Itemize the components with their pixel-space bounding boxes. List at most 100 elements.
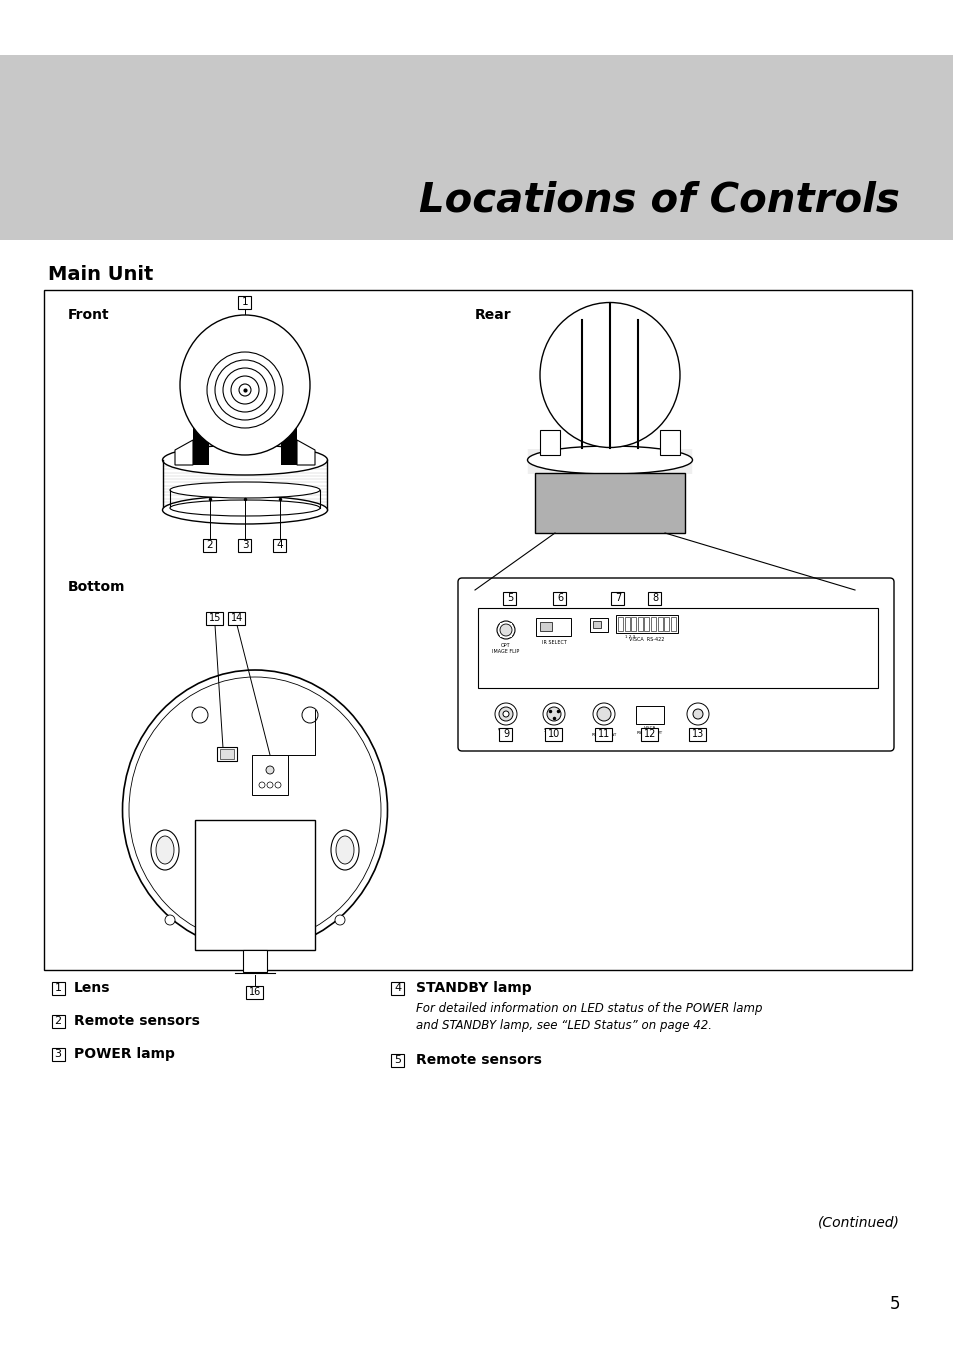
Text: 11: 11 xyxy=(598,729,610,738)
Text: 3: 3 xyxy=(241,540,248,549)
Circle shape xyxy=(165,915,174,925)
Text: 2: 2 xyxy=(54,1017,62,1026)
Text: 16: 16 xyxy=(249,987,261,998)
Bar xyxy=(44,290,911,971)
Ellipse shape xyxy=(162,446,327,475)
Bar xyxy=(238,539,252,552)
Bar xyxy=(274,539,286,552)
Bar xyxy=(499,728,512,741)
Bar xyxy=(206,612,223,625)
Text: Front: Front xyxy=(68,308,110,323)
Text: 7: 7 xyxy=(615,593,620,603)
Text: 10: 10 xyxy=(547,729,559,738)
Bar xyxy=(640,728,658,741)
Circle shape xyxy=(223,369,267,412)
Circle shape xyxy=(231,377,258,404)
Bar xyxy=(611,591,624,605)
Bar xyxy=(246,986,263,999)
Ellipse shape xyxy=(539,302,679,447)
Text: Lens: Lens xyxy=(74,981,111,995)
Text: 1: 1 xyxy=(54,983,61,994)
Circle shape xyxy=(502,711,509,717)
Bar xyxy=(216,747,236,761)
Bar xyxy=(51,1048,65,1061)
Bar xyxy=(220,749,233,759)
Text: IR SELECT: IR SELECT xyxy=(541,640,566,645)
Bar xyxy=(589,618,607,632)
Text: For detailed information on LED status of the POWER lamp
and STANDBY lamp, see “: For detailed information on LED status o… xyxy=(416,1002,761,1031)
Bar xyxy=(636,706,663,724)
Circle shape xyxy=(214,360,274,420)
Text: 1: 1 xyxy=(241,297,248,306)
Bar xyxy=(391,1053,404,1066)
Bar xyxy=(657,617,662,630)
Ellipse shape xyxy=(162,495,327,524)
Bar xyxy=(0,55,953,240)
Circle shape xyxy=(192,707,208,724)
Text: VISCA
RS422C/OUT: VISCA RS422C/OUT xyxy=(637,726,662,734)
FancyBboxPatch shape xyxy=(457,578,893,751)
Text: 5: 5 xyxy=(395,1054,401,1065)
Circle shape xyxy=(258,782,265,788)
Bar xyxy=(670,617,675,630)
Text: 5: 5 xyxy=(888,1295,899,1314)
Bar xyxy=(477,608,877,688)
Bar xyxy=(689,728,706,741)
Bar xyxy=(650,617,656,630)
Bar xyxy=(51,1014,65,1027)
Text: 13: 13 xyxy=(691,729,703,738)
Circle shape xyxy=(274,782,281,788)
Circle shape xyxy=(593,703,615,725)
Text: Main Unit: Main Unit xyxy=(48,265,153,284)
Bar xyxy=(51,981,65,995)
Bar xyxy=(593,621,600,628)
Bar xyxy=(194,819,314,950)
Circle shape xyxy=(692,709,702,720)
Bar xyxy=(238,296,252,309)
Ellipse shape xyxy=(151,830,179,869)
Circle shape xyxy=(239,383,251,396)
Ellipse shape xyxy=(122,670,387,950)
Text: Rear: Rear xyxy=(475,308,511,323)
Text: 6: 6 xyxy=(557,593,562,603)
Bar xyxy=(391,981,404,995)
Bar xyxy=(631,617,636,630)
Polygon shape xyxy=(174,440,193,464)
Text: 14: 14 xyxy=(231,613,243,622)
Bar xyxy=(553,591,566,605)
Text: STANDBY lamp: STANDBY lamp xyxy=(416,981,531,995)
Circle shape xyxy=(207,352,283,428)
Circle shape xyxy=(495,703,517,725)
Bar xyxy=(229,612,245,625)
Text: OPT
IMAGE FLIP: OPT IMAGE FLIP xyxy=(492,643,519,653)
Bar xyxy=(193,350,209,464)
Bar xyxy=(595,728,612,741)
Bar xyxy=(648,591,660,605)
Text: 3: 3 xyxy=(54,1049,61,1058)
Text: DC 12V
OUT: DC 12V OUT xyxy=(690,728,705,737)
Polygon shape xyxy=(296,440,314,464)
Circle shape xyxy=(302,707,317,724)
Bar xyxy=(535,472,684,533)
Circle shape xyxy=(266,765,274,774)
Bar xyxy=(624,617,629,630)
Text: 5: 5 xyxy=(506,593,513,603)
Circle shape xyxy=(335,915,345,925)
Ellipse shape xyxy=(170,500,319,516)
Bar xyxy=(243,950,267,972)
Text: 4: 4 xyxy=(276,540,283,549)
Circle shape xyxy=(686,703,708,725)
Text: Locations of Controls: Locations of Controls xyxy=(418,180,899,220)
Bar xyxy=(281,350,296,464)
Circle shape xyxy=(546,707,560,721)
Text: 9: 9 xyxy=(502,729,509,738)
Text: 8: 8 xyxy=(651,593,658,603)
Ellipse shape xyxy=(180,315,310,455)
Bar xyxy=(252,755,288,795)
Circle shape xyxy=(542,703,564,725)
Bar xyxy=(616,616,678,633)
Bar xyxy=(618,617,622,630)
Text: Bottom: Bottom xyxy=(68,580,126,594)
Circle shape xyxy=(267,782,273,788)
Text: IN
RS422C/CAT: IN RS422C/CAT xyxy=(591,728,616,737)
